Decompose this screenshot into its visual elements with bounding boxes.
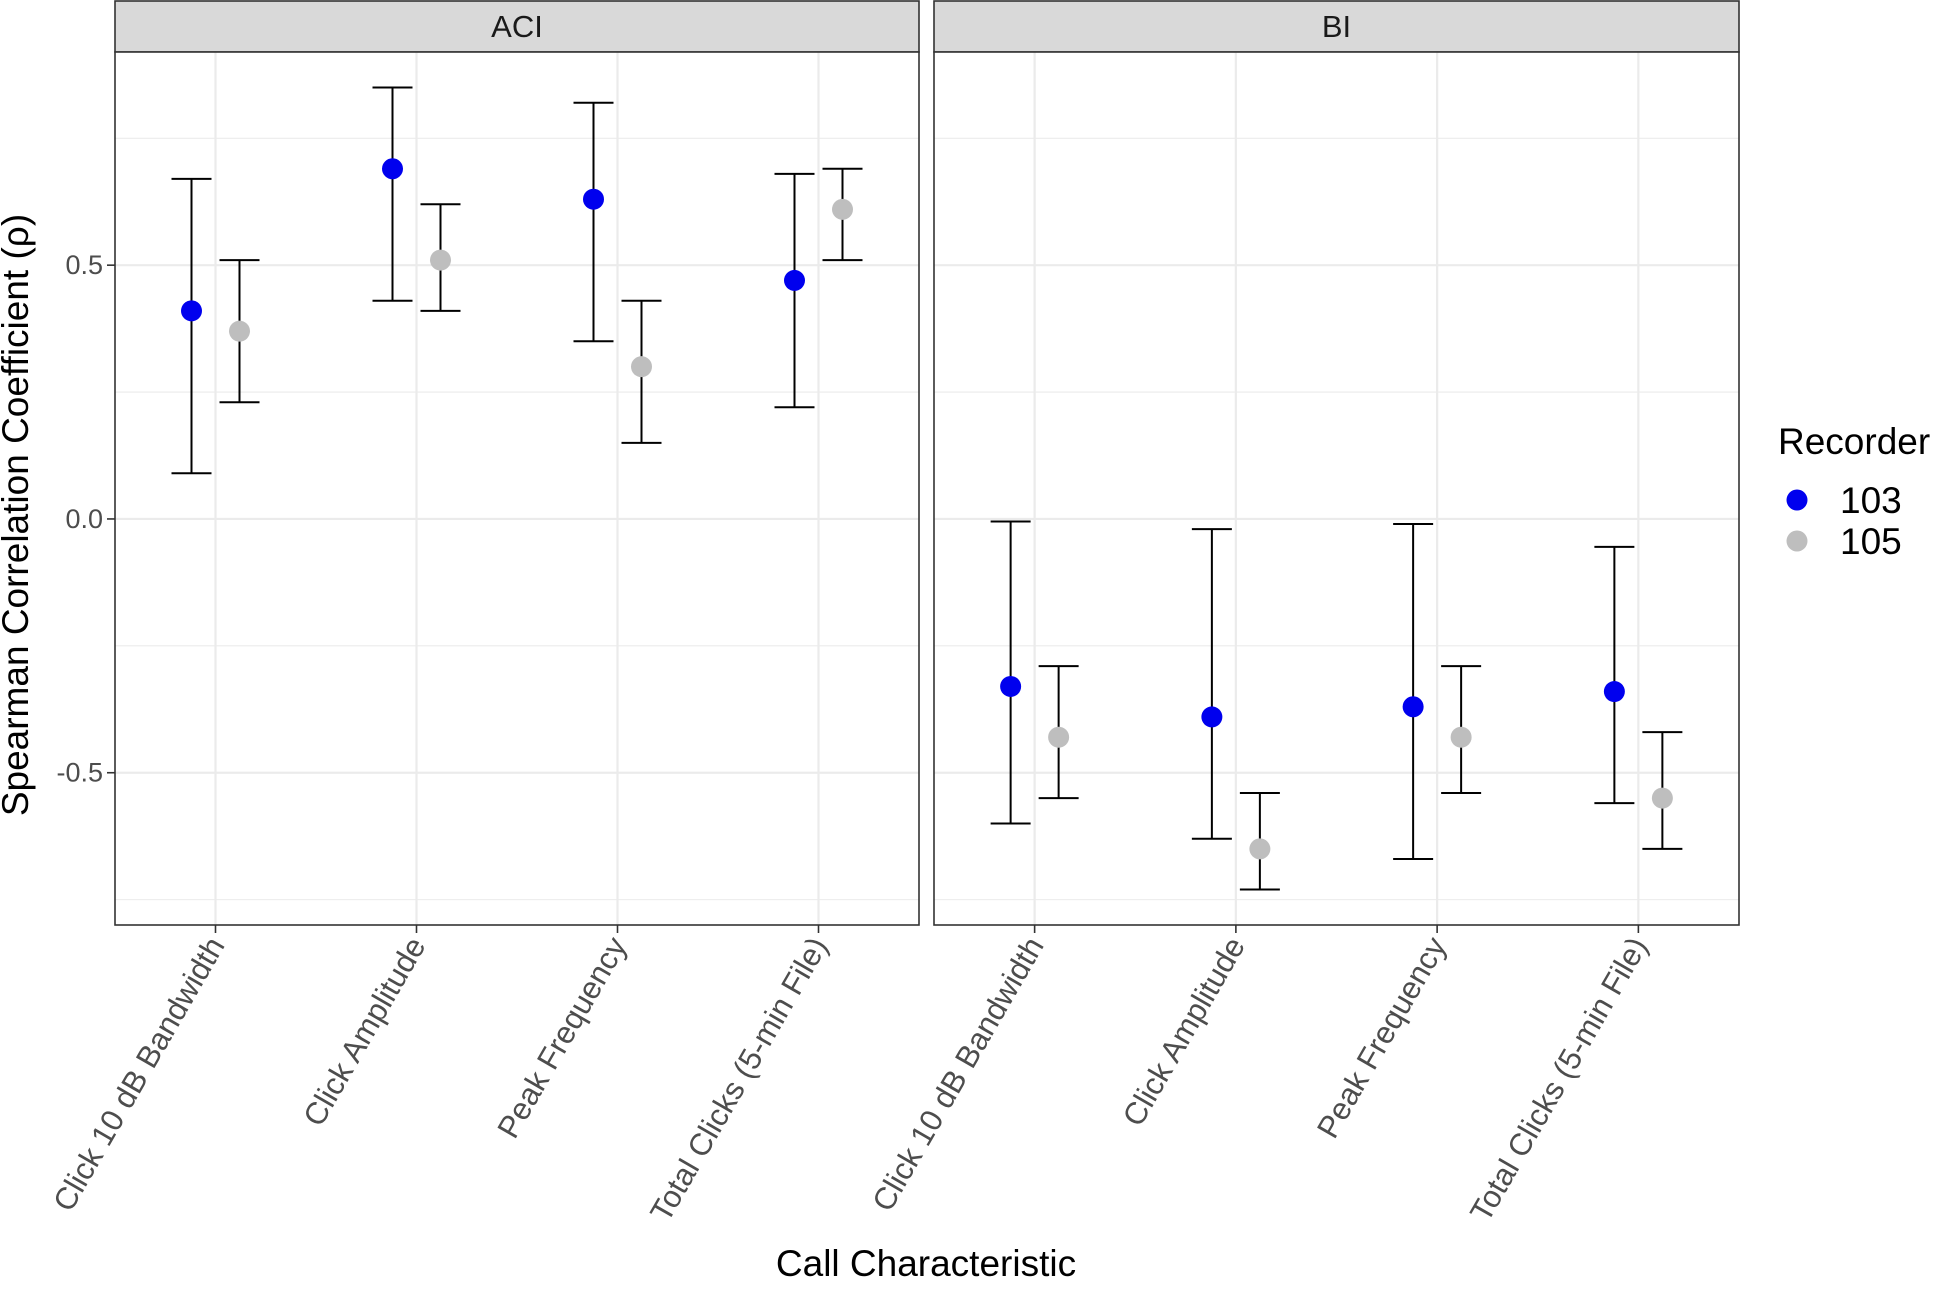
facet-panel-aci: ACI bbox=[114, 0, 920, 926]
data-point-103 bbox=[181, 300, 202, 322]
facet-strip-label: BI bbox=[1322, 9, 1351, 44]
x-tick-label: Total Clicks (5-min File) bbox=[643, 931, 834, 1227]
legend-label-103: 103 bbox=[1840, 480, 1902, 521]
y-tick-label: 0.0 bbox=[65, 504, 103, 534]
x-tick-label: Click 10 dB Bandwidth bbox=[46, 931, 231, 1217]
panel-border bbox=[114, 51, 920, 926]
data-point-105 bbox=[1450, 726, 1472, 748]
y-tick-labels: 0.5 0.0 -0.5 bbox=[56, 250, 115, 788]
legend-label-105: 105 bbox=[1840, 521, 1902, 562]
legend-key-105 bbox=[1786, 530, 1808, 552]
data-point-105 bbox=[832, 198, 853, 220]
data-point-105 bbox=[1048, 726, 1070, 748]
x-tick-label: Peak Frequency bbox=[1310, 931, 1453, 1144]
data-point-103 bbox=[1000, 675, 1022, 697]
panel-border bbox=[933, 51, 1740, 926]
facet-panels: ACI BI bbox=[114, 0, 1740, 926]
data-point-103 bbox=[1201, 706, 1223, 728]
data-point-105 bbox=[229, 320, 250, 342]
data-point-105 bbox=[1651, 787, 1673, 809]
facet-strip-label: ACI bbox=[491, 9, 543, 44]
x-tick-label: Click Amplitude bbox=[296, 931, 432, 1132]
data-point-103 bbox=[1603, 681, 1625, 703]
data-point-105 bbox=[1249, 838, 1271, 860]
data-point-105 bbox=[631, 356, 652, 378]
x-tick-label: Total Clicks (5-min File) bbox=[1463, 931, 1654, 1227]
x-tick-label: Click Amplitude bbox=[1116, 931, 1252, 1132]
legend-key-103 bbox=[1786, 489, 1808, 511]
x-axis-title: Call Characteristic bbox=[776, 1243, 1076, 1284]
data-point-103 bbox=[382, 158, 403, 180]
facet-strip bbox=[114, 0, 920, 53]
data-point-103 bbox=[1402, 696, 1424, 718]
y-tick-label: 0.5 bbox=[65, 250, 103, 280]
x-tick-label: Peak Frequency bbox=[490, 931, 633, 1144]
legend-title: Recorder bbox=[1778, 421, 1930, 462]
y-axis-title: Spearman Correlation Coefficient (ρ) bbox=[0, 214, 36, 816]
plot-area bbox=[115, 52, 919, 925]
data-point-103 bbox=[583, 188, 604, 210]
x-tick-labels: Click 10 dB Bandwidth Click Amplitude Peak… bbox=[46, 925, 1654, 1227]
data-point-105 bbox=[430, 249, 451, 271]
x-tick-label: Click 10 dB Bandwidth bbox=[865, 931, 1050, 1217]
y-tick-label: -0.5 bbox=[56, 758, 103, 788]
facet-panel-bi: BI bbox=[933, 0, 1740, 926]
data-point-103 bbox=[784, 269, 805, 291]
plot-area bbox=[934, 52, 1739, 925]
